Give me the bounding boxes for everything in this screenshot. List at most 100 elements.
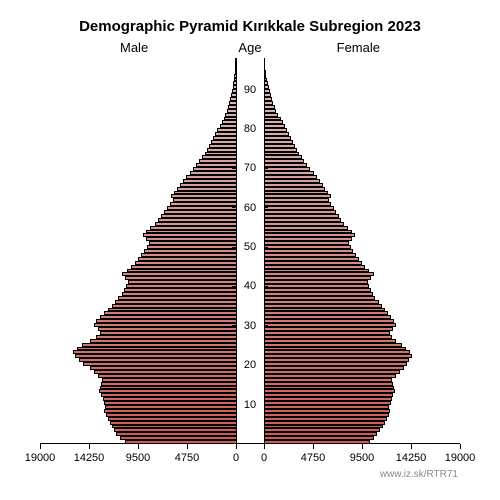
bar-female: [264, 432, 377, 436]
watermark-text: www.iz.sk/RTR71: [380, 469, 458, 480]
bar-male: [225, 113, 236, 117]
bar-row: [40, 226, 460, 230]
x-tick-mark: [236, 444, 237, 449]
bar-row: [40, 413, 460, 417]
y-axis-left: [236, 58, 237, 444]
bar-row: [40, 183, 460, 187]
bar-female: [264, 401, 391, 405]
bar-female: [264, 155, 302, 159]
bar-row: [40, 155, 460, 159]
y-tick-label: 50: [243, 241, 257, 253]
bar-row: [40, 113, 460, 117]
y-tick-label: 10: [243, 399, 257, 411]
bar-female: [264, 214, 339, 218]
y-tick-mark: [232, 128, 236, 129]
bar-row: [40, 257, 460, 261]
bar-row: [40, 374, 460, 378]
x-tick-label: 14250: [396, 452, 427, 464]
y-tick-label: 30: [243, 320, 257, 332]
bar-female: [264, 109, 276, 113]
age-label: Age: [238, 40, 261, 55]
bar-female: [264, 253, 356, 257]
bar-male: [108, 417, 236, 421]
bar-male: [100, 386, 236, 390]
x-tick-label: 4750: [301, 452, 325, 464]
y-tick-mark: [264, 404, 268, 405]
bar-female: [264, 319, 394, 323]
bar-row: [40, 339, 460, 343]
bar-row: [40, 70, 460, 74]
bar-row: [40, 425, 460, 429]
bar-male: [104, 311, 236, 315]
bar-female: [264, 222, 344, 226]
bar-female: [264, 175, 317, 179]
bar-male: [128, 280, 236, 284]
bar-female: [264, 105, 275, 109]
bar-male: [149, 241, 236, 245]
bar-male: [177, 187, 236, 191]
bar-row: [40, 382, 460, 386]
bar-male: [143, 233, 236, 237]
bar-row: [40, 354, 460, 358]
y-tick-mark: [232, 325, 236, 326]
bar-male: [155, 222, 236, 226]
bar-male: [167, 206, 236, 210]
bar-male: [122, 272, 237, 276]
bar-male: [82, 343, 236, 347]
bar-row: [40, 421, 460, 425]
bar-male: [146, 230, 236, 234]
bar-row: [40, 393, 460, 397]
bar-female: [264, 343, 402, 347]
bar-female: [264, 159, 304, 163]
bar-male: [196, 163, 236, 167]
x-tick-mark: [187, 444, 188, 449]
bar-female: [264, 183, 323, 187]
bar-female: [264, 132, 289, 136]
bar-male: [108, 308, 236, 312]
bar-female: [264, 413, 389, 417]
bar-male: [171, 194, 236, 198]
bar-male: [193, 167, 236, 171]
bar-male: [73, 350, 236, 354]
bar-row: [40, 343, 460, 347]
bar-male: [209, 144, 236, 148]
bar-female: [264, 218, 341, 222]
bar-female: [264, 257, 359, 261]
bar-female: [264, 269, 369, 273]
bar-male: [147, 245, 236, 249]
bar-female: [264, 152, 299, 156]
bar-female: [264, 350, 410, 354]
bar-female: [264, 167, 310, 171]
bar-female: [264, 393, 393, 397]
bar-male: [90, 366, 236, 370]
bar-row: [40, 97, 460, 101]
y-tick-mark: [232, 404, 236, 405]
bar-female: [264, 358, 409, 362]
bar-female: [264, 241, 349, 245]
bar-female: [264, 144, 295, 148]
bar-row: [40, 350, 460, 354]
bar-female: [264, 323, 396, 327]
y-tick-label: 20: [243, 359, 257, 371]
bar-male: [100, 315, 236, 319]
bar-male: [112, 425, 236, 429]
bar-male: [173, 198, 236, 202]
y-tick-label: 90: [243, 84, 257, 96]
x-tick-label: 19000: [25, 452, 56, 464]
bar-female: [264, 93, 271, 97]
bar-male: [222, 120, 236, 124]
bar-row: [40, 389, 460, 393]
bar-row: [40, 58, 460, 62]
bar-row: [40, 347, 460, 351]
bar-male: [115, 300, 236, 304]
bar-male: [102, 378, 236, 382]
x-tick-label: 9500: [126, 452, 150, 464]
bar-female: [264, 140, 293, 144]
bar-male: [127, 269, 236, 273]
x-tick-mark: [264, 444, 265, 449]
bar-row: [40, 148, 460, 152]
bar-row: [40, 304, 460, 308]
bar-male: [161, 214, 236, 218]
bar-female: [264, 292, 373, 296]
bar-male: [114, 428, 236, 432]
